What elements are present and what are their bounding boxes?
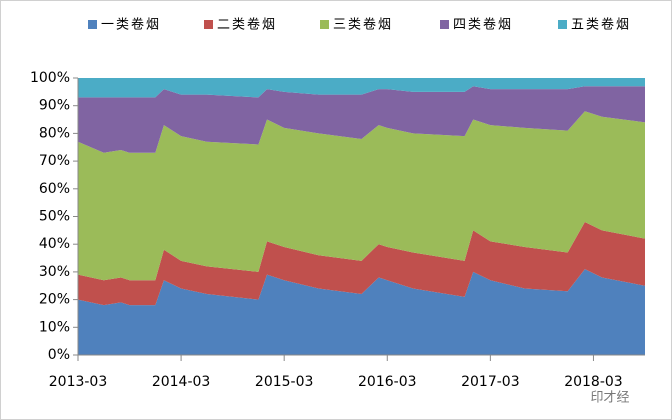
y-tick-label: 30% (39, 264, 70, 280)
area (78, 86, 645, 153)
legend-label: 一类卷烟 (101, 17, 161, 33)
legend-label: 五类卷烟 (571, 17, 631, 33)
legend-swatch (204, 20, 213, 29)
x-tick-label: 2017-03 (461, 374, 520, 390)
legend-swatch (320, 20, 329, 29)
area (78, 111, 645, 281)
y-tick-label: 0% (48, 347, 70, 363)
y-tick-label: 80% (39, 125, 70, 141)
y-tick-label: 10% (39, 319, 70, 335)
area (78, 269, 645, 355)
legend-label: 四类卷烟 (453, 17, 513, 33)
legend-swatch (440, 20, 449, 29)
x-tick-label: 2015-03 (255, 374, 314, 390)
legend-label: 三类卷烟 (333, 17, 393, 33)
legend-label: 二类卷烟 (217, 17, 277, 33)
x-tick-label: 2016-03 (358, 374, 417, 390)
y-tick-label: 90% (39, 98, 70, 114)
x-tick-label: 2013-03 (49, 374, 108, 390)
y-tick-label: 70% (39, 153, 70, 169)
y-tick-label: 20% (39, 292, 70, 308)
watermark: 印才经 (590, 391, 629, 406)
y-tick-label: 100% (30, 70, 70, 86)
x-tick-label: 2018-03 (564, 374, 623, 390)
y-tick-label: 40% (39, 236, 70, 252)
legend-swatch (558, 20, 567, 29)
area (78, 222, 645, 306)
legend-swatch (88, 20, 97, 29)
y-tick-label: 50% (39, 209, 70, 225)
y-tick-label: 60% (39, 181, 70, 197)
x-tick-label: 2014-03 (152, 374, 211, 390)
area (78, 78, 645, 98)
